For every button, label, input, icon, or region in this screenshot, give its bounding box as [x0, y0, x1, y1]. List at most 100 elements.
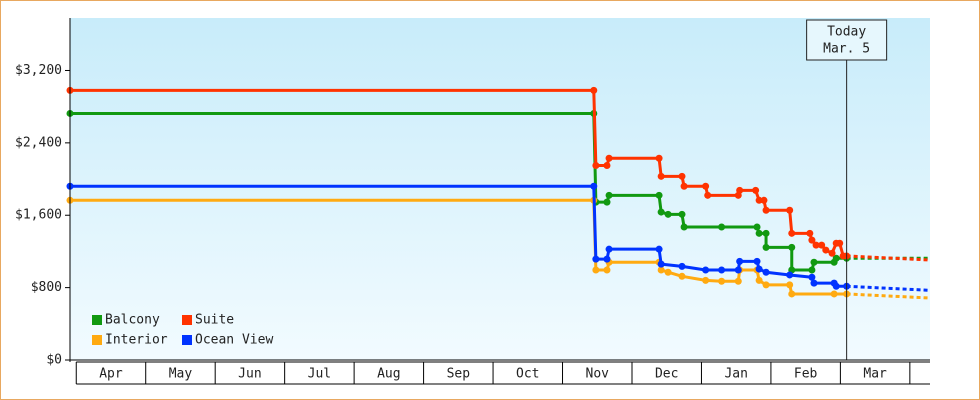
point	[678, 210, 686, 218]
point	[808, 236, 816, 244]
y-tick-label: $800	[31, 280, 62, 295]
point	[605, 245, 613, 253]
point	[736, 257, 744, 265]
legend-swatch	[182, 335, 192, 345]
x-tick-label: Sep	[447, 367, 471, 382]
x-tick-label: Mar	[863, 367, 887, 382]
point	[702, 182, 710, 190]
legend: Balcony Suite Interior Ocean View	[92, 313, 273, 348]
point	[806, 229, 814, 237]
x-tick-label: Nov	[586, 367, 610, 382]
point	[762, 229, 770, 237]
point	[657, 266, 665, 274]
point	[592, 255, 600, 263]
point	[704, 191, 712, 199]
point	[812, 241, 820, 249]
point	[788, 229, 796, 237]
y-tick-label: $3,200	[15, 63, 62, 78]
plot-area	[70, 18, 930, 360]
point	[680, 182, 688, 190]
point	[752, 186, 760, 194]
x-tick-label: Feb	[794, 367, 818, 382]
point	[664, 210, 672, 218]
point	[808, 266, 816, 274]
point	[755, 276, 763, 284]
point	[678, 272, 686, 280]
legend-label: Balcony	[105, 313, 160, 328]
point	[702, 266, 710, 274]
point	[664, 268, 672, 276]
point	[678, 172, 686, 180]
y-tick-label: $2,400	[15, 135, 62, 150]
today-box	[806, 19, 888, 61]
point	[808, 273, 816, 281]
x-tick-label: Aug	[377, 367, 400, 382]
point	[786, 281, 794, 289]
x-tick-label: Apr	[99, 367, 123, 382]
point	[753, 223, 761, 231]
point	[655, 245, 663, 253]
legend-swatch	[92, 315, 102, 325]
point	[830, 290, 838, 298]
point	[702, 276, 710, 284]
x-tick-label: Jun	[238, 367, 261, 382]
point	[655, 154, 663, 162]
point	[836, 239, 844, 247]
point	[655, 191, 663, 199]
series-line	[70, 111, 847, 272]
point	[734, 277, 742, 285]
point	[603, 198, 611, 206]
point	[590, 86, 598, 94]
x-tick-label: Dec	[655, 367, 678, 382]
point	[657, 208, 665, 216]
point	[718, 277, 726, 285]
point	[786, 206, 794, 214]
y-tick-label: $1,600	[15, 208, 62, 223]
point	[753, 257, 761, 265]
x-tick-label: Jan	[724, 367, 747, 382]
point	[832, 254, 840, 262]
point	[810, 258, 818, 266]
legend-label: Interior	[105, 333, 168, 348]
point	[822, 246, 830, 254]
point	[755, 196, 763, 204]
point	[818, 241, 826, 249]
legend-swatch	[92, 335, 102, 345]
today-label: Today	[827, 25, 866, 40]
point	[736, 186, 744, 194]
legend-label: Suite	[195, 313, 234, 328]
point	[657, 172, 665, 180]
point	[603, 161, 611, 169]
point	[718, 223, 726, 231]
x-tick-label: Oct	[516, 367, 539, 382]
point	[762, 281, 770, 289]
point	[605, 154, 613, 162]
annotation: Today Mar. 5	[806, 19, 888, 360]
point	[678, 262, 686, 270]
point	[734, 266, 742, 274]
point	[605, 191, 613, 199]
point	[592, 161, 600, 169]
point	[592, 266, 600, 274]
x-tick-label: May	[169, 367, 193, 382]
point	[832, 282, 840, 290]
point	[680, 223, 688, 231]
point	[786, 271, 794, 279]
legend-label: Ocean View	[195, 333, 273, 348]
legend-swatch	[182, 315, 192, 325]
point	[590, 182, 598, 190]
point	[657, 260, 665, 268]
today-label: Mar. 5	[823, 42, 870, 57]
point	[762, 206, 770, 214]
x-tick-label: Jul	[308, 367, 331, 382]
point	[810, 279, 818, 287]
y-tick-label: $0	[46, 353, 62, 368]
axes: $0 $800 $1,600 $2,400 $3,200 Apr May Jun Jul Aug S…	[15, 18, 930, 385]
point	[828, 249, 836, 257]
point	[603, 255, 611, 263]
point	[760, 196, 768, 204]
point	[762, 268, 770, 276]
point	[718, 266, 726, 274]
point	[788, 243, 796, 251]
